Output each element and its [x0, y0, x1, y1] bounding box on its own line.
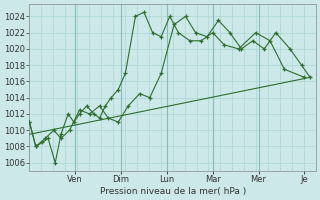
X-axis label: Pression niveau de la mer( hPa ): Pression niveau de la mer( hPa ) — [100, 187, 246, 196]
